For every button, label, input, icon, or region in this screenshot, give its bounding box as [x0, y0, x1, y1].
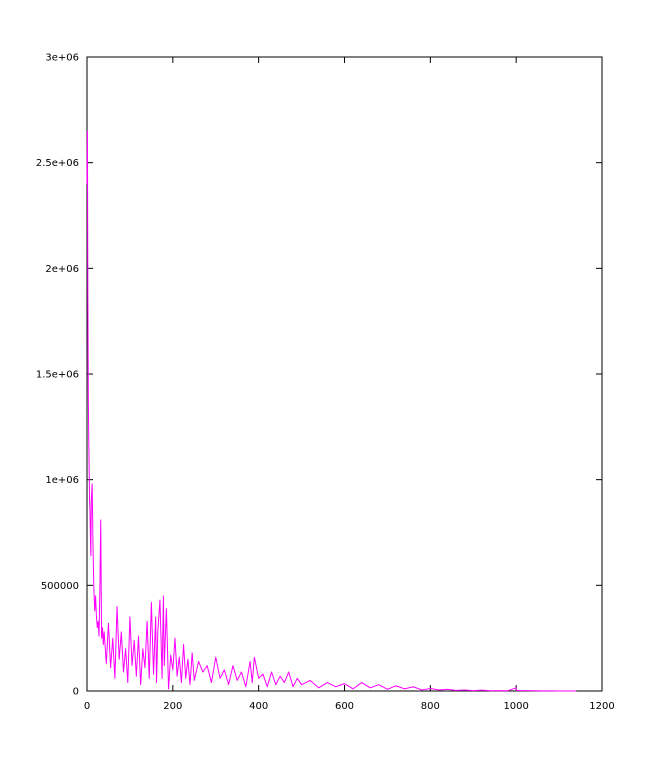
tick-labels: 0 200 400 600 800 1000 1200 0 500000 1e+06 1.5e+06…: [36, 53, 615, 713]
y-tick-label: 1.5e+06: [36, 370, 79, 381]
x-tick-label: 800: [421, 701, 440, 712]
plot-frame: [86, 56, 603, 692]
axes: [86, 56, 603, 692]
y-tick-label: 0: [73, 687, 79, 698]
x-tick-label: 400: [249, 701, 268, 712]
series-layer: [86, 130, 577, 692]
y-tick-label: 3e+06: [45, 53, 79, 64]
x-tick-label: 0: [84, 701, 90, 712]
y-tick-label: 2.5e+06: [36, 158, 79, 169]
y-tick-label: 1e+06: [45, 475, 79, 486]
x-tick-label: 1200: [589, 701, 614, 712]
x-tick-label: 600: [335, 701, 354, 712]
x-tick-label: 200: [163, 701, 182, 712]
y-tick-label: 2e+06: [45, 264, 79, 275]
x-tick-label: 1000: [503, 701, 528, 712]
y-tick-label: 500000: [41, 581, 79, 592]
series-line-0: [86, 130, 577, 692]
